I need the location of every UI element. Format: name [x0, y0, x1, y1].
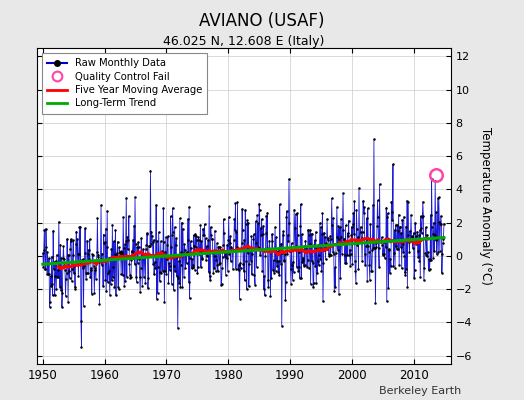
Title: 46.025 N, 12.608 E (Italy): 46.025 N, 12.608 E (Italy) [163, 35, 324, 48]
Y-axis label: Temperature Anomaly (°C): Temperature Anomaly (°C) [479, 127, 492, 285]
Text: AVIANO (USAF): AVIANO (USAF) [199, 12, 325, 30]
Legend: Raw Monthly Data, Quality Control Fail, Five Year Moving Average, Long-Term Tren: Raw Monthly Data, Quality Control Fail, … [42, 53, 207, 114]
Text: Berkeley Earth: Berkeley Earth [379, 386, 461, 396]
